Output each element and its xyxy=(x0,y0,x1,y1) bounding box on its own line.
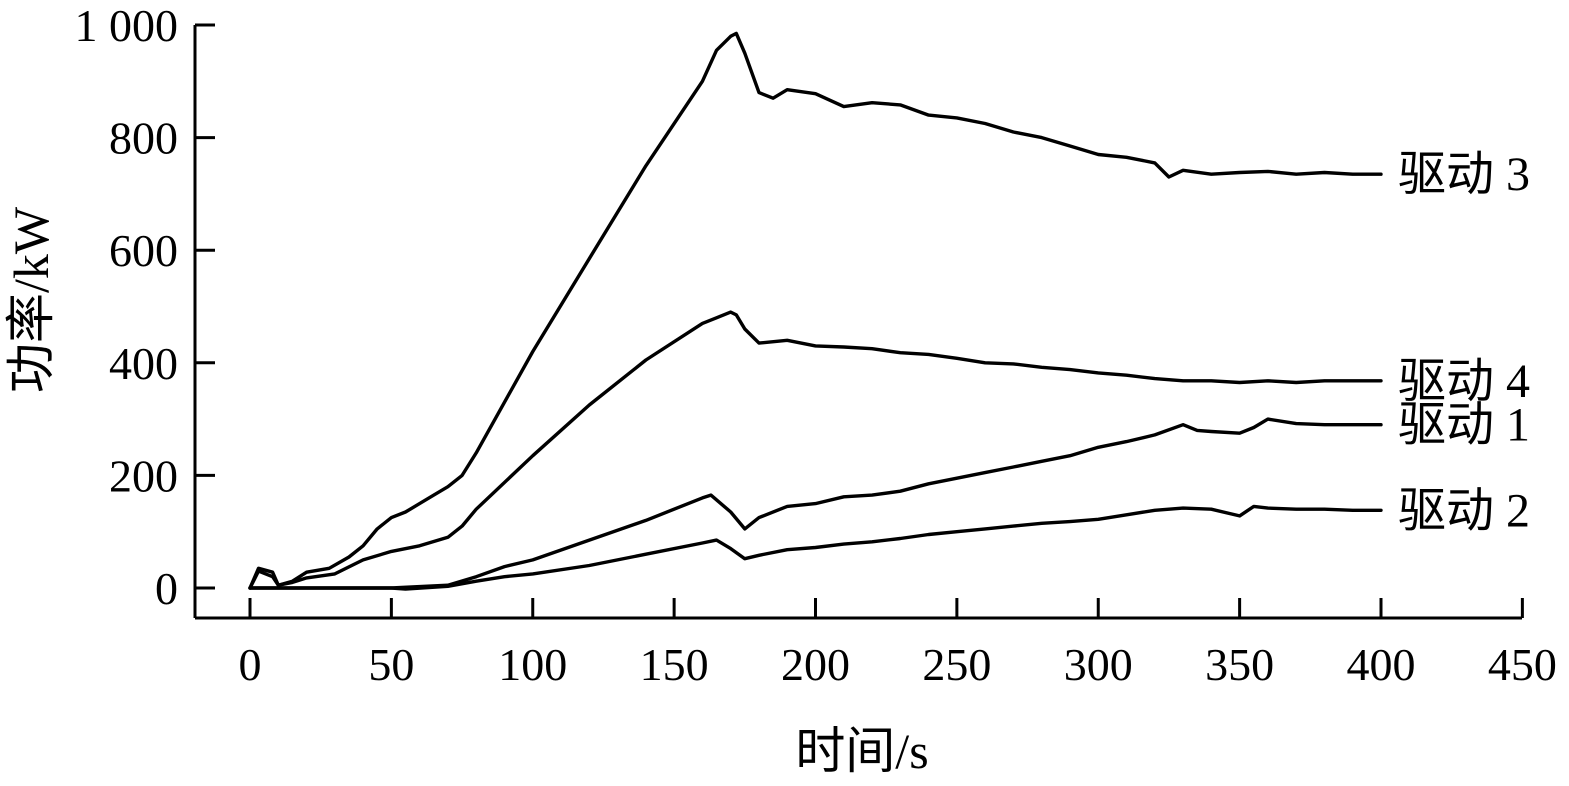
series-label: 驱动 3 xyxy=(1398,148,1530,201)
x-tick-label: 400 xyxy=(1347,639,1416,690)
y-axis-title: 功率/kW xyxy=(3,206,59,393)
y-tick-label: 1 000 xyxy=(75,0,179,51)
x-tick-label: 450 xyxy=(1488,639,1557,690)
x-tick-label: 300 xyxy=(1064,639,1133,690)
y-tick-label: 200 xyxy=(109,450,178,501)
series-label: 驱动 2 xyxy=(1398,484,1530,537)
series-line-1 xyxy=(248,31,1383,590)
series-label: 驱动 4 xyxy=(1398,355,1530,408)
x-tick-label: 50 xyxy=(368,639,414,690)
series-line-2 xyxy=(248,310,1383,590)
x-tick-label: 0 xyxy=(239,639,262,690)
axes xyxy=(193,25,1522,620)
x-tick-label: 350 xyxy=(1205,639,1274,690)
x-tick-label: 100 xyxy=(498,639,567,690)
x-tick-label: 250 xyxy=(922,639,991,690)
series-label: 驱动 1 xyxy=(1398,399,1530,452)
x-tick-label: 150 xyxy=(640,639,709,690)
series-line-4 xyxy=(248,504,1383,591)
x-tick-label: 200 xyxy=(781,639,850,690)
x-axis-title: 时间/s xyxy=(795,723,928,779)
series-group: 驱动 3 驱动 4驱动 1 驱动 2 xyxy=(248,31,1530,591)
ticks: 0 50 100 150 200 250 300 350 400 450 0 200 400 600 800… xyxy=(75,0,1557,690)
y-tick-label: 0 xyxy=(155,563,178,614)
y-tick-label: 400 xyxy=(109,338,178,389)
y-tick-label: 800 xyxy=(109,113,178,164)
y-tick-label: 600 xyxy=(109,225,178,276)
series-line-3 xyxy=(248,417,1383,590)
